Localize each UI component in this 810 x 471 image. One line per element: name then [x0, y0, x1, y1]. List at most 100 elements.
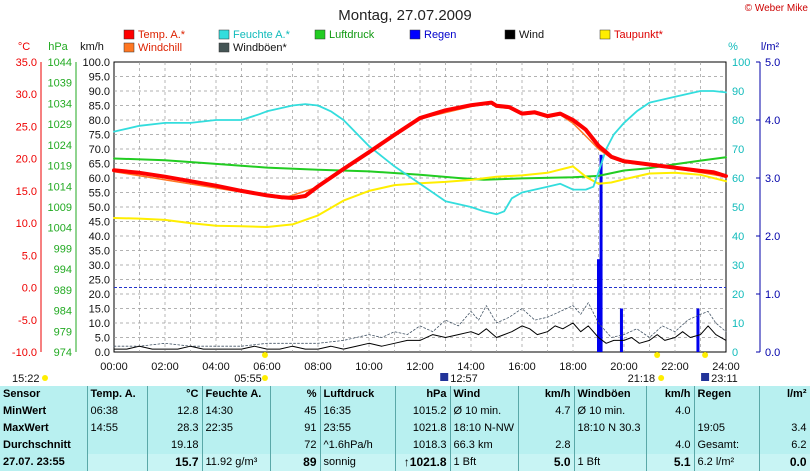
sun-icon [658, 375, 665, 381]
table-cell: 1018.3 [395, 437, 451, 454]
temp-tick-label: 25.0 [16, 121, 37, 133]
table-cell: Gesamt: [694, 437, 760, 454]
pressure-tick-label: 984 [54, 306, 72, 318]
x-tick-label: 22:00 [661, 361, 689, 373]
temp-tick-label: 10.0 [16, 218, 37, 230]
sun-moon-markers: 15:22 05:55 12:57 21:18 23:11 [12, 352, 738, 385]
legend-swatch-blue [409, 29, 421, 40]
x-tick-label: 12:00 [406, 361, 434, 373]
legend-swatch-red [123, 29, 135, 40]
table-header-cell: Regen [694, 386, 760, 403]
legend-swatch-yellow [599, 29, 611, 40]
table-header-cell: km/h [646, 386, 695, 403]
wind-tick-label: 0.0 [95, 347, 110, 359]
table-cell: 19.18 [147, 437, 203, 454]
wind-tick-label: 10.0 [89, 318, 110, 330]
table-cell [518, 420, 575, 437]
table-cell: 14:30 [202, 403, 271, 420]
statistics-table: Sensor Temp. A. °C Feuchte A.% Luftdruck hPa W… [0, 386, 810, 471]
chart-title: Montag, 27.07.2009 [338, 7, 471, 24]
legend-label-gray: Windböen* [233, 42, 288, 54]
weather-chart: Montag, 27.07.2009 © Weber Mike Temp. A.… [12, 3, 809, 385]
legend-label-orange: Windchill [138, 42, 182, 54]
sun-icon [261, 375, 268, 381]
series-line-feuchte-a [113, 90, 727, 216]
series-line-taupunkt [113, 165, 727, 228]
pressure-tick-label: 1039 [48, 78, 72, 90]
rain-bar [619, 308, 623, 352]
pressure-tick-label: 974 [54, 347, 72, 359]
table-header-cell: Wind [450, 386, 519, 403]
wind-tick-label: 40.0 [89, 231, 110, 243]
rain-tick-label: 4.0 [765, 115, 780, 127]
legend-swatch-orange [123, 42, 135, 53]
rain-tick-label: 0.0 [765, 347, 780, 359]
rain-tick-label: 2.0 [765, 231, 780, 243]
table-cell: Ø 10 min. [450, 403, 519, 420]
table-header-cell: Feuchte A. [202, 386, 271, 403]
table-row: Durchschnitt 19.18 72 ^1.6hPa/h 1018.3 66.3 k… [0, 437, 810, 454]
series-line-temp-a [112, 100, 728, 200]
table-cell: 4.0 [646, 437, 695, 454]
table-cell: 18:10 N-NW 10.6 [450, 420, 519, 437]
table-cell [759, 403, 810, 420]
wind-tick-label: 15.0 [89, 304, 110, 316]
wind-tick-label: 30.0 [89, 260, 110, 272]
humidity-tick-label: 100 [732, 57, 750, 69]
humidity-tick-label: 60 [732, 173, 744, 185]
table-cell: 4.0 [646, 403, 695, 420]
table-cell: 6.2 [759, 437, 810, 454]
wind-tick-label: 20.0 [89, 289, 110, 301]
legend-swatch-black [504, 29, 516, 40]
humidity-tick-label: 90 [732, 86, 744, 98]
series-line-windb-en [113, 302, 727, 347]
table-cell: 89 [270, 454, 321, 471]
pressure-tick-label: 994 [54, 264, 72, 276]
humidity-tick-label: 30 [732, 260, 744, 272]
table-cell: 1 Bft [574, 454, 647, 471]
pressure-tick-label: 989 [54, 285, 72, 297]
x-tick-label: 14:00 [457, 361, 485, 373]
humidity-tick-label: 80 [732, 115, 744, 127]
table-cell: Ø 10 min. [574, 403, 647, 420]
temp-tick-label: 20.0 [16, 154, 37, 166]
table-cell: 0.0 [759, 454, 810, 471]
temp-tick-label: 35.0 [16, 57, 37, 69]
wind-tick-label: 55.0 [89, 188, 110, 200]
table-cell: 66.3 km [450, 437, 519, 454]
table-cell: 1021.8 [395, 420, 451, 437]
rain-bar [696, 308, 700, 352]
table-cell: 1 Bft [450, 454, 519, 471]
wind-tick-label: 95.0 [89, 72, 110, 84]
row-label: Durchschnitt [0, 437, 88, 454]
x-tick-label: 10:00 [355, 361, 383, 373]
x-tick-label: 08:00 [304, 361, 332, 373]
x-axis: 00:00 02:00 04:00 06:00 08:00 10:00 12:00 14:00… [100, 361, 740, 373]
table-cell: 16:35 [320, 403, 396, 420]
table-cell: 5.0 [518, 454, 575, 471]
x-tick-label: 06:00 [253, 361, 281, 373]
legend-swatch-gray [218, 42, 230, 53]
wind-tick-label: 75.0 [89, 130, 110, 142]
wind-tick-label: 70.0 [89, 144, 110, 156]
table-cell [646, 420, 695, 437]
table-cell: 18:10 N 30.3 [574, 420, 647, 437]
table-cell: 06:38 [87, 403, 148, 420]
humidity-tick-label: 50 [732, 202, 744, 214]
table-cell: 4.7 [518, 403, 575, 420]
marker-time-start: 15:22 [12, 373, 40, 385]
humidity-tick-label: 10 [732, 318, 744, 330]
table-header-cell: l/m² [759, 386, 810, 403]
table-cell: 72 [270, 437, 321, 454]
legend-label-red: Temp. A.* [138, 29, 186, 41]
rain-tick-label: 1.0 [765, 289, 780, 301]
temp-tick-label: -10.0 [12, 347, 37, 359]
x-tick-label: 02:00 [151, 361, 179, 373]
sun-icon [42, 375, 48, 381]
table-cell: sonnig [320, 454, 396, 471]
wind-tick-label: 60.0 [89, 173, 110, 185]
table-cell: 19:05 [694, 420, 760, 437]
table-row: MinWert 06:38 12.8 14:30 45 16:35 1015.2 Ø 10 m… [0, 403, 810, 420]
table-header-cell: Sensor [0, 386, 88, 403]
pressure-tick-label: 1034 [48, 98, 72, 110]
